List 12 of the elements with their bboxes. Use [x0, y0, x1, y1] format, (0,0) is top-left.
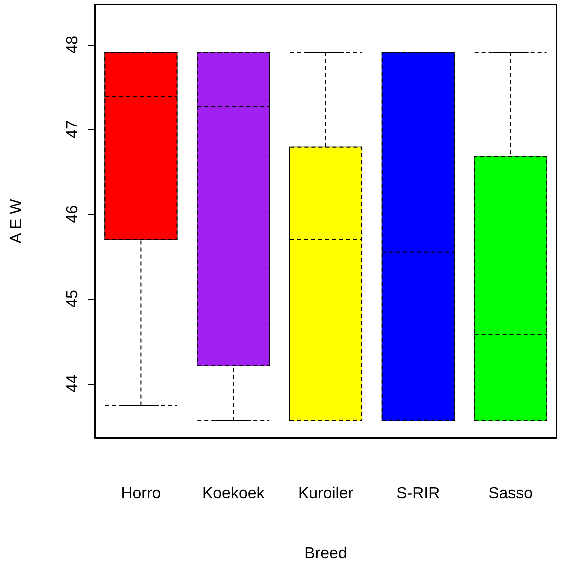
- x-axis-title: Breed: [304, 546, 348, 562]
- x-tick-label: Sasso: [488, 486, 534, 502]
- y-axis-title: A E W: [8, 198, 26, 244]
- x-tick-label: S-RIR: [396, 486, 440, 502]
- y-tick-label: 48: [64, 36, 82, 54]
- x-tick-label: Kuroiler: [298, 486, 354, 502]
- y-tick-label: 45: [64, 290, 82, 308]
- x-tick-label: Horro: [121, 486, 162, 502]
- x-tick-label: Koekoek: [202, 486, 266, 502]
- y-tick-label: 46: [64, 205, 82, 224]
- y-tick-label: 44: [64, 374, 82, 393]
- y-tick-label: 47: [64, 120, 82, 138]
